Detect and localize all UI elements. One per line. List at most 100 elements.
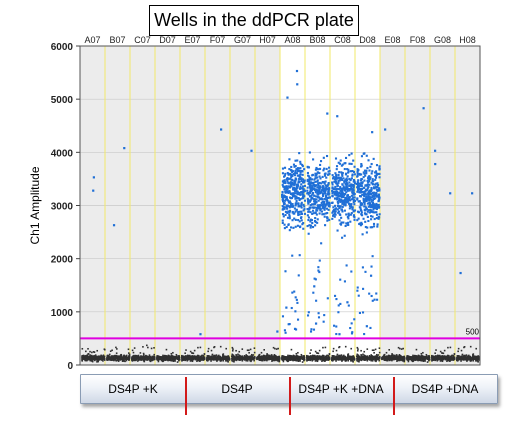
negative-droplet (189, 350, 192, 353)
positive-droplet (324, 205, 327, 208)
negative-droplet (356, 359, 358, 362)
negative-droplet (417, 355, 419, 358)
negative-droplet (237, 359, 240, 361)
negative-droplet (195, 356, 198, 359)
negative-droplet (181, 357, 184, 360)
positive-droplet (315, 299, 318, 302)
negative-droplet (112, 359, 115, 361)
negative-droplet (146, 358, 149, 361)
negative-droplet (165, 356, 168, 359)
negative-droplet (86, 358, 89, 361)
negative-droplet (114, 358, 117, 361)
negative-droplet (245, 357, 248, 360)
positive-droplet (313, 194, 316, 197)
negative-droplet (172, 351, 174, 354)
negative-droplet (334, 356, 336, 358)
positive-droplet (287, 223, 290, 226)
negative-droplet (246, 360, 249, 362)
negative-droplet (292, 354, 295, 357)
negative-droplet (128, 357, 130, 359)
positive-droplet (301, 163, 304, 166)
negative-droplet (378, 347, 381, 349)
negative-droplet (225, 347, 228, 350)
negative-droplet (274, 357, 276, 359)
negative-droplet (145, 355, 148, 357)
negative-droplet (87, 356, 89, 359)
negative-droplet (97, 360, 99, 363)
negative-droplet (461, 356, 464, 359)
negative-droplet (434, 352, 436, 355)
negative-droplet (247, 358, 249, 360)
negative-droplet (93, 359, 96, 362)
negative-droplet (311, 357, 314, 359)
positive-droplet (309, 178, 312, 181)
negative-droplet (121, 360, 124, 362)
negative-droplet (427, 357, 430, 360)
positive-droplet (349, 170, 353, 173)
negative-droplet (328, 353, 331, 356)
negative-droplet (133, 347, 136, 349)
negative-droplet (210, 360, 212, 362)
negative-droplet (110, 356, 112, 358)
positive-droplet (299, 160, 302, 163)
positive-droplet (283, 227, 286, 230)
negative-droplet (96, 356, 99, 359)
negative-droplet (374, 348, 377, 351)
negative-droplet (364, 357, 366, 360)
positive-droplet (324, 191, 327, 194)
negative-droplet (436, 354, 439, 357)
negative-droplet (357, 348, 359, 350)
negative-droplet (472, 358, 474, 360)
negative-droplet (445, 356, 448, 359)
negative-droplet (290, 357, 292, 360)
negative-droplet (107, 357, 110, 359)
negative-droplet (199, 358, 202, 360)
negative-droplet (395, 354, 398, 356)
positive-droplet (325, 154, 329, 158)
negative-droplet (467, 356, 470, 359)
negative-droplet (365, 358, 367, 361)
negative-droplet (181, 360, 183, 362)
negative-droplet (348, 358, 351, 360)
negative-droplet (181, 358, 183, 361)
positive-droplet (313, 277, 316, 280)
negative-droplet (272, 346, 275, 349)
negative-droplet (419, 356, 422, 359)
negative-droplet (127, 357, 129, 360)
negative-droplet (213, 345, 216, 348)
positive-droplet (285, 197, 288, 200)
positive-droplet (290, 175, 293, 179)
negative-droplet (303, 357, 305, 360)
negative-droplet (382, 356, 384, 359)
negative-droplet (139, 352, 142, 354)
negative-droplet (237, 353, 239, 356)
negative-droplet (151, 359, 153, 362)
negative-droplet (87, 347, 89, 350)
positive-droplet (331, 174, 334, 177)
positive-droplet (346, 200, 350, 203)
positive-droplet (326, 196, 329, 200)
positive-droplet (327, 208, 330, 211)
negative-droplet (368, 354, 371, 357)
positive-droplet (316, 221, 319, 224)
negative-droplet (250, 353, 253, 356)
positive-droplet (302, 193, 305, 196)
negative-droplet (98, 355, 100, 358)
positive-droplet (295, 188, 298, 191)
positive-droplet (290, 205, 293, 208)
positive-droplet (288, 168, 291, 171)
positive-droplet (352, 191, 355, 194)
positive-droplet (284, 195, 287, 198)
positive-droplet (293, 183, 296, 186)
negative-droplet (260, 359, 263, 362)
negative-droplet (431, 357, 434, 360)
positive-droplet (294, 225, 297, 228)
negative-droplet (106, 358, 108, 360)
negative-droplet (470, 357, 473, 359)
negative-droplet (127, 348, 130, 351)
negative-droplet (287, 354, 289, 357)
negative-droplet (352, 357, 354, 359)
negative-droplet (290, 359, 293, 361)
negative-droplet (382, 358, 385, 360)
positive-droplet (322, 213, 325, 216)
